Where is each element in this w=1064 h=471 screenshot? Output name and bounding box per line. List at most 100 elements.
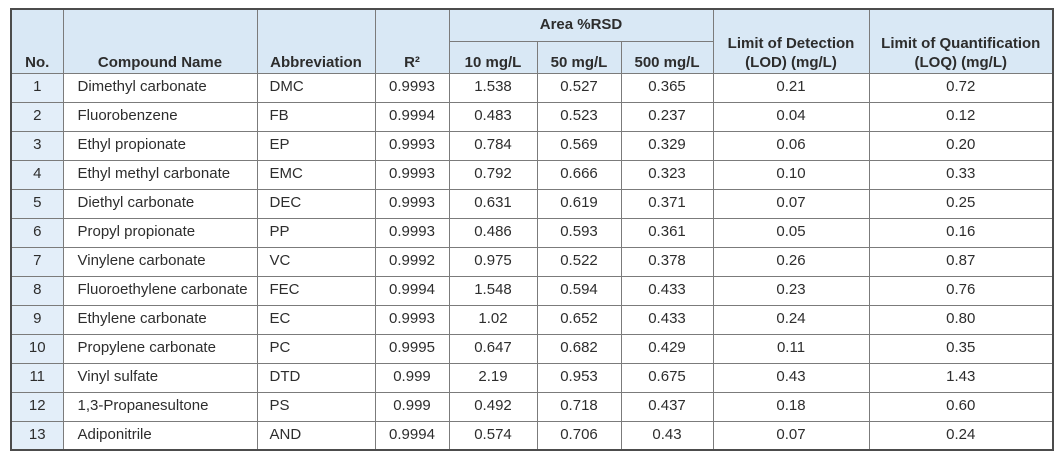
table-row: 7 Vinylene carbonate VC 0.9992 0.975 0.522 0.3…: [10, 246, 1054, 277]
cell-rsd500: 0.437: [620, 391, 714, 422]
cell-r2: 0.999: [374, 362, 450, 393]
cell-loq: 0.16: [868, 217, 1054, 248]
cell-r2: 0.9993: [374, 72, 450, 103]
table-row: 3 Ethyl propionate EP 0.9993 0.784 0.569 0.329…: [10, 130, 1054, 161]
cell-loq: 0.33: [868, 159, 1054, 190]
cell-rsd500: 0.378: [620, 246, 714, 277]
cell-rsd10: 0.784: [448, 130, 538, 161]
table-header: No. Compound Name Abbreviation R² Area %…: [10, 8, 1054, 74]
cell-rsd50: 0.718: [536, 391, 622, 422]
cell-lod: 0.24: [712, 304, 870, 335]
table-row: 5 Diethyl carbonate DEC 0.9993 0.631 0.619 0.3…: [10, 188, 1054, 219]
cell-no: 2: [10, 101, 64, 132]
cell-loq: 0.25: [868, 188, 1054, 219]
cell-r2: 0.9993: [374, 130, 450, 161]
calibration-results-table: No. Compound Name Abbreviation R² Area %…: [10, 8, 1054, 451]
cell-compound: Propyl propionate: [62, 217, 258, 248]
cell-rsd50: 0.666: [536, 159, 622, 190]
cell-abbr: DTD: [256, 362, 376, 393]
cell-compound: Diethyl carbonate: [62, 188, 258, 219]
cell-compound: 1,3-Propanesultone: [62, 391, 258, 422]
cell-rsd50: 0.619: [536, 188, 622, 219]
cell-loq: 0.60: [868, 391, 1054, 422]
cell-rsd500: 0.371: [620, 188, 714, 219]
cell-compound: Vinylene carbonate: [62, 246, 258, 277]
cell-rsd500: 0.329: [620, 130, 714, 161]
cell-r2: 0.9994: [374, 101, 450, 132]
header-loq: Limit of Quantification (LOQ) (mg/L): [868, 8, 1054, 74]
cell-rsd500: 0.323: [620, 159, 714, 190]
cell-abbr: DMC: [256, 72, 376, 103]
header-r2: R²: [374, 8, 450, 74]
cell-no: 9: [10, 304, 64, 335]
cell-rsd500: 0.361: [620, 217, 714, 248]
cell-rsd50: 0.527: [536, 72, 622, 103]
cell-no: 13: [10, 420, 64, 451]
cell-rsd10: 0.483: [448, 101, 538, 132]
cell-rsd50: 0.569: [536, 130, 622, 161]
cell-rsd10: 0.631: [448, 188, 538, 219]
cell-lod: 0.21: [712, 72, 870, 103]
cell-rsd50: 0.706: [536, 420, 622, 451]
cell-abbr: PC: [256, 333, 376, 364]
cell-lod: 0.18: [712, 391, 870, 422]
table-row: 10 Propylene carbonate PC 0.9995 0.647 0.682 0…: [10, 333, 1054, 364]
table-row: 12 1,3-Propanesultone PS 0.999 0.492 0.718 0.4…: [10, 391, 1054, 422]
cell-r2: 0.9992: [374, 246, 450, 277]
cell-lod: 0.23: [712, 275, 870, 306]
cell-rsd10: 1.538: [448, 72, 538, 103]
cell-compound: Ethyl methyl carbonate: [62, 159, 258, 190]
table-row: 4 Ethyl methyl carbonate EMC 0.9993 0.792 0.6…: [10, 159, 1054, 190]
cell-loq: 0.35: [868, 333, 1054, 364]
cell-rsd500: 0.237: [620, 101, 714, 132]
cell-lod: 0.05: [712, 217, 870, 248]
cell-lod: 0.07: [712, 420, 870, 451]
cell-lod: 0.11: [712, 333, 870, 364]
cell-no: 8: [10, 275, 64, 306]
cell-r2: 0.9993: [374, 304, 450, 335]
cell-compound: Propylene carbonate: [62, 333, 258, 364]
cell-rsd500: 0.43: [620, 420, 714, 451]
cell-rsd500: 0.433: [620, 304, 714, 335]
cell-compound: Adiponitrile: [62, 420, 258, 451]
cell-loq: 0.12: [868, 101, 1054, 132]
cell-compound: Ethyl propionate: [62, 130, 258, 161]
cell-compound: Fluoroethylene carbonate: [62, 275, 258, 306]
cell-abbr: VC: [256, 246, 376, 277]
cell-abbr: AND: [256, 420, 376, 451]
cell-compound: Vinyl sulfate: [62, 362, 258, 393]
cell-rsd10: 0.486: [448, 217, 538, 248]
cell-lod: 0.43: [712, 362, 870, 393]
header-rsd-500mgl: 500 mg/L: [620, 40, 714, 74]
cell-abbr: EMC: [256, 159, 376, 190]
cell-r2: 0.9993: [374, 217, 450, 248]
table-row: 1 Dimethyl carbonate DMC 0.9993 1.538 0.527 0.…: [10, 72, 1054, 103]
cell-r2: 0.999: [374, 391, 450, 422]
cell-loq: 0.76: [868, 275, 1054, 306]
cell-lod: 0.07: [712, 188, 870, 219]
cell-abbr: PP: [256, 217, 376, 248]
cell-r2: 0.9994: [374, 275, 450, 306]
header-no: No.: [10, 8, 64, 74]
cell-rsd10: 0.647: [448, 333, 538, 364]
cell-rsd10: 1.02: [448, 304, 538, 335]
cell-compound: Fluorobenzene: [62, 101, 258, 132]
cell-rsd500: 0.675: [620, 362, 714, 393]
table-row: 13 Adiponitrile AND 0.9994 0.574 0.706 0.43 0.0…: [10, 420, 1054, 451]
cell-loq: 0.20: [868, 130, 1054, 161]
cell-abbr: EC: [256, 304, 376, 335]
table-row: 2 Fluorobenzene FB 0.9994 0.483 0.523 0.237 0.0…: [10, 101, 1054, 132]
cell-r2: 0.9993: [374, 159, 450, 190]
table-row: 11 Vinyl sulfate DTD 0.999 2.19 0.953 0.675 0.4…: [10, 362, 1054, 393]
table-row: 6 Propyl propionate PP 0.9993 0.486 0.593 0.36…: [10, 217, 1054, 248]
cell-no: 7: [10, 246, 64, 277]
cell-rsd50: 0.652: [536, 304, 622, 335]
cell-lod: 0.10: [712, 159, 870, 190]
cell-rsd50: 0.953: [536, 362, 622, 393]
cell-no: 5: [10, 188, 64, 219]
cell-rsd50: 0.594: [536, 275, 622, 306]
cell-rsd50: 0.522: [536, 246, 622, 277]
cell-rsd500: 0.429: [620, 333, 714, 364]
cell-abbr: PS: [256, 391, 376, 422]
cell-r2: 0.9993: [374, 188, 450, 219]
